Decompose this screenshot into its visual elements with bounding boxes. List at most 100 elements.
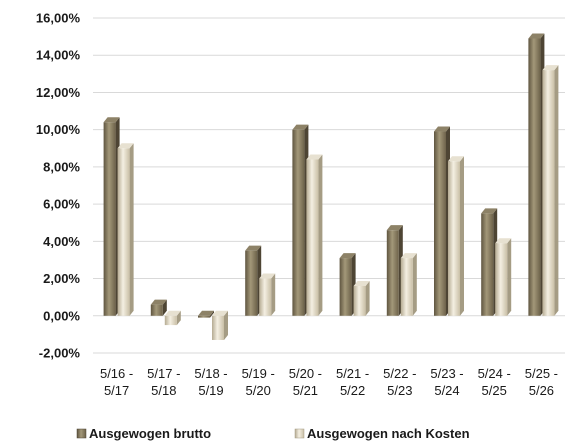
y-tick-label: 4,00% (43, 234, 80, 249)
bar-front (353, 286, 366, 316)
x-category-label-line: 5/21 (293, 383, 318, 398)
bar (103, 117, 120, 316)
x-category-label-line: 5/19 - (242, 366, 275, 381)
bar-top (386, 225, 403, 231)
x-category-label-line: 5/23 (387, 383, 412, 398)
bar (306, 154, 323, 316)
bar-front (400, 258, 413, 316)
bar-top (528, 33, 545, 39)
bar (198, 310, 214, 318)
x-category-label-line: 5/25 (482, 383, 507, 398)
bar-top (306, 154, 323, 160)
bar-top (400, 253, 417, 259)
x-category-label-line: 5/24 (434, 383, 459, 398)
bar-side (224, 310, 228, 340)
x-category-label-line: 5/19 (198, 383, 223, 398)
x-category-label-line: 5/20 (246, 383, 271, 398)
bar (164, 310, 181, 326)
x-category-label-line: 5/22 - (383, 366, 416, 381)
bar-top (117, 143, 134, 149)
bar (448, 156, 464, 316)
bar (542, 65, 559, 316)
x-category-label-line: 5/24 - (478, 366, 511, 381)
bar-front (448, 161, 460, 316)
bar-front (495, 243, 508, 316)
legend: Ausgewogen brutto Ausgewogen nach Kosten (76, 426, 470, 441)
bar-front (198, 315, 210, 318)
bar (245, 245, 262, 316)
y-tick-label: -2,00% (39, 346, 81, 361)
x-category-label-line: 5/20 - (289, 366, 322, 381)
bar-top (212, 310, 228, 316)
y-tick-label: 2,00% (43, 271, 80, 286)
bar (434, 126, 450, 316)
bar-top (448, 156, 464, 162)
bar-top (103, 117, 120, 123)
x-category-label-line: 5/17 - (147, 366, 180, 381)
bar-front (245, 250, 258, 316)
bar-front (103, 122, 116, 316)
x-category-label-line: 5/26 (529, 383, 554, 398)
x-category-label-line: 5/21 - (336, 366, 369, 381)
bar-top (292, 124, 309, 130)
bar-front (542, 70, 555, 316)
bar-side (507, 238, 512, 316)
bar-side (176, 310, 181, 326)
x-category-label-line: 5/18 - (194, 366, 227, 381)
legend-label: Ausgewogen nach Kosten (307, 426, 470, 441)
bar-top (542, 65, 559, 71)
bar-top (245, 245, 262, 251)
x-category-label-line: 5/16 - (100, 366, 133, 381)
y-tick-label: 10,00% (36, 122, 81, 137)
bar-front (212, 315, 224, 340)
y-tick-label: 8,00% (43, 159, 80, 174)
x-category-label: 5/22 - 5/23 (383, 366, 416, 398)
x-category-label: 5/25 - 5/26 (525, 366, 558, 398)
bar-side (412, 253, 417, 316)
bar (353, 281, 370, 316)
legend-swatch (294, 428, 305, 439)
bar-front (259, 278, 272, 316)
bar-front (528, 38, 541, 316)
x-category-label-line: 5/23 - (430, 366, 463, 381)
bar-side (129, 143, 134, 316)
legend-item: Ausgewogen brutto (76, 426, 211, 441)
bar-front (434, 131, 446, 316)
bars (103, 33, 559, 340)
bar-front (117, 148, 130, 316)
x-category-label: 5/19 - 5/20 (242, 366, 275, 398)
y-tick-label: 6,00% (43, 197, 80, 212)
y-tick-label: 14,00% (36, 48, 81, 63)
bar (212, 310, 228, 340)
x-category-label: 5/21 - 5/22 (336, 366, 369, 398)
y-tick-label: 0,00% (43, 308, 80, 323)
x-category-label-line: 5/25 - (525, 366, 558, 381)
bar (386, 225, 403, 316)
y-tick-label: 16,00% (36, 11, 81, 26)
bar-top (150, 299, 167, 305)
bar (117, 143, 134, 316)
x-category-label: 5/18 - 5/19 (194, 366, 227, 398)
x-category-label-line: 5/22 (340, 383, 365, 398)
bar-top (164, 310, 181, 316)
bar (292, 124, 309, 316)
bar-side (162, 299, 167, 316)
x-category-label: 5/17 - 5/18 (147, 366, 180, 398)
x-category-label-line: 5/18 (151, 383, 176, 398)
y-axis-tick-labels: -2,00% 0,00% 2,00% 4,00% 6,00% 8,00% 10,00% 12,… (36, 11, 81, 361)
bar (400, 253, 417, 316)
bar (339, 253, 356, 316)
bar-front (292, 129, 305, 316)
bar-front (481, 213, 494, 316)
bar-side (554, 65, 559, 316)
bar (150, 299, 167, 316)
bar (481, 208, 498, 316)
bar (495, 238, 512, 316)
bar-front (386, 230, 399, 316)
bar-side (460, 156, 464, 316)
x-category-label: 5/20 - 5/21 (289, 366, 322, 398)
legend-swatch (76, 428, 87, 439)
x-category-label: 5/16 - 5/17 (100, 366, 133, 398)
